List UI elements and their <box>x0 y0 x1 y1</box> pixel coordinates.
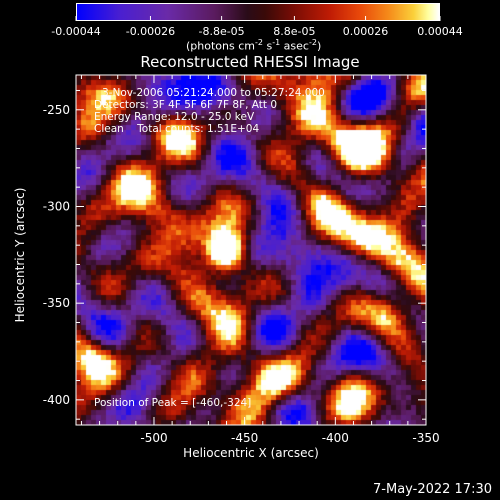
x-tick-label: -350 <box>412 431 439 445</box>
x-axis-label: Heliocentric X (arcsec) <box>183 446 319 460</box>
chart-title: Reconstructed RHESSI Image <box>140 53 360 71</box>
time-range: 3-Nov-2006 05:21:24.000 to 05:27:24.000 <box>102 87 325 99</box>
detectors: Detectors: 3F 4F 5F 6F 7F 8F, Att 0 <box>94 99 278 111</box>
colorbar-tick-label: 0.00044 <box>417 25 463 38</box>
clean-counts: Clean Total counts: 1.51E+04 <box>94 123 325 135</box>
total-counts: Total counts: 1.51E+04 <box>137 123 260 135</box>
plot-frame <box>75 74 427 426</box>
energy-range: Energy Range: 12.0 - 25.0 keV <box>94 111 255 123</box>
colorbar-axis: -0.00044 -0.00026 -8.8e-05 8.8e-05 0.00026 0.… <box>51 16 463 38</box>
colorbar-tick-label: -8.8e-05 <box>198 25 244 38</box>
peak-position: Position of Peak = [-460,-324] <box>94 397 252 409</box>
colorbar-tick-label: -0.00026 <box>126 25 175 38</box>
colorbar <box>76 3 440 21</box>
x-tick-label: -400 <box>322 431 349 445</box>
colorbar-tick-label: 8.8e-05 <box>273 25 315 38</box>
rhessi-image <box>76 75 426 425</box>
x-tick-label: -450 <box>231 431 258 445</box>
y-tick-label: -400 <box>43 393 70 407</box>
colorbar-tick-label: -0.00044 <box>51 25 100 38</box>
y-axis-label: Heliocentric Y (arcsec) <box>13 187 27 323</box>
colorbar-tick-label: 0.00026 <box>343 25 389 38</box>
y-tick-label: -250 <box>43 103 70 117</box>
x-tick-label: -500 <box>140 431 167 445</box>
colorbar-units: (photons cm-2 s-1 asec-2) <box>186 38 322 53</box>
y-tick-label: -350 <box>43 296 70 310</box>
plot-timestamp: 7-May-2022 17:30 <box>373 482 492 497</box>
info-panel: 3-Nov-2006 05:21:24.000 to 05:27:24.000 … <box>94 87 325 135</box>
y-tick-label: -300 <box>43 199 70 213</box>
clean-label: Clean <box>94 123 124 135</box>
